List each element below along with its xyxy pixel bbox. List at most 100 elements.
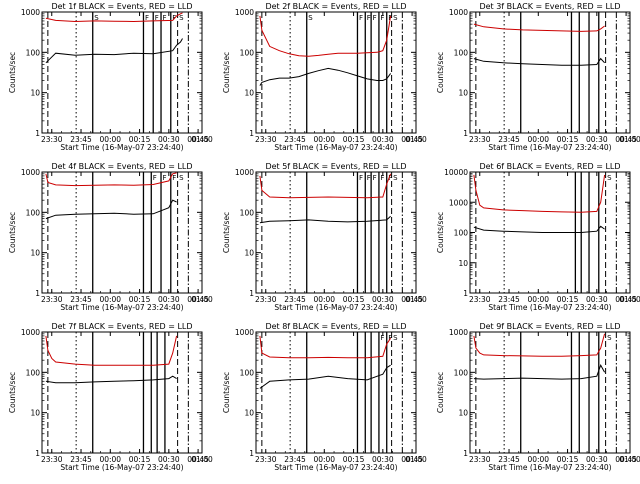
x-tick-label: 01:00 — [619, 135, 640, 144]
x-tick-label: 00:30 — [158, 455, 180, 464]
x-tick-label: 00:15 — [343, 295, 365, 304]
x-axis-title: Start Time (16-May-07 23:24:40) — [488, 143, 611, 152]
y-tick-label: 1 — [249, 449, 254, 458]
y-tick-label: 10 — [458, 259, 468, 268]
y-axis-title: Counts/sec — [222, 212, 231, 253]
x-tick-label: 00:15 — [129, 295, 151, 304]
x-tick-label: 00:30 — [586, 295, 608, 304]
x-tick-label: 00:30 — [372, 135, 394, 144]
x-tick-label: 00:45 — [401, 295, 423, 304]
detector-panel-9: Det 9f BLACK = Events, RED = LLD S 1 10 100 1… — [436, 322, 640, 472]
marker-annotation: F — [373, 14, 377, 22]
marker-annotation: S — [179, 14, 184, 22]
x-tick-label: 00:45 — [615, 135, 637, 144]
x-tick-label: 23:30 — [255, 135, 277, 144]
marker-annotation: F — [155, 14, 159, 22]
y-tick-label: 1000 — [449, 198, 468, 207]
y-tick-label: 100 — [454, 229, 469, 238]
x-tick-label: 23:30 — [469, 455, 491, 464]
y-tick-label: 1000 — [21, 168, 40, 177]
y-tick-label: 100 — [240, 48, 255, 57]
plot-frame — [255, 11, 417, 134]
x-axis-title: Start Time (16-May-07 23:24:40) — [60, 463, 183, 472]
marker-annotation: F — [163, 174, 167, 182]
x-tick-label: 23:30 — [41, 135, 63, 144]
x-tick-label: 00:30 — [158, 135, 180, 144]
x-tick-label: 00:30 — [586, 135, 608, 144]
x-axis-title: Start Time (16-May-07 23:24:40) — [60, 303, 183, 312]
x-tick-label: 23:30 — [255, 295, 277, 304]
y-axis-title: Counts/sec — [436, 52, 445, 93]
x-tick-label: 00:00 — [313, 455, 335, 464]
x-tick-label: 00:00 — [99, 135, 121, 144]
events-series-line — [45, 375, 177, 384]
x-tick-label: 00:15 — [557, 455, 579, 464]
x-tick-label: 00:15 — [557, 295, 579, 304]
y-axis-title: Counts/sec — [8, 52, 17, 93]
x-tick-label: 00:45 — [615, 295, 637, 304]
panel-title: Det 8f BLACK = Events, RED = LLD — [265, 322, 406, 331]
marker-annotation: S — [393, 174, 398, 182]
x-axis-title: Start Time (16-May-07 23:24:40) — [488, 463, 611, 472]
y-tick-label: 10 — [30, 409, 40, 418]
x-tick-label: 00:45 — [187, 295, 209, 304]
y-tick-label: 1 — [463, 129, 468, 138]
marker-annotation: F — [367, 14, 371, 22]
detector-panel-6: Det 6f BLACK = Events, RED = LLD S 1 10 100 1… — [436, 162, 640, 312]
marker-annotation: S — [393, 14, 398, 22]
events-series-line — [259, 364, 391, 389]
y-tick-label: 10 — [244, 249, 254, 258]
marker-annotation: S — [94, 14, 99, 22]
x-tick-label: 23:30 — [41, 295, 63, 304]
plot-frame — [41, 171, 203, 294]
marker-annotation: S — [308, 14, 313, 22]
x-axis-title: Start Time (16-May-07 23:24:40) — [274, 303, 397, 312]
y-tick-label: 10 — [458, 89, 468, 98]
y-axis-title: Counts/sec — [222, 52, 231, 93]
marker-annotation: F — [388, 174, 392, 182]
lld-series-line — [473, 23, 605, 32]
plot-frame — [469, 11, 631, 134]
y-axis-title: Counts/sec — [436, 212, 445, 253]
panel-title: Det 3f BLACK = Events, RED = LLD — [479, 2, 620, 11]
x-tick-label: 01:00 — [405, 295, 427, 304]
lld-series-line — [473, 174, 606, 213]
marker-annotation: F — [367, 174, 371, 182]
y-tick-label: 10000 — [444, 168, 468, 177]
plot-frame — [469, 331, 631, 454]
events-series-line — [473, 225, 605, 233]
lld-series-line — [259, 335, 392, 359]
x-tick-label: 01:00 — [405, 135, 427, 144]
y-axis-title: Counts/sec — [8, 372, 17, 413]
y-tick-label: 1 — [249, 129, 254, 138]
y-tick-label: 1000 — [21, 328, 40, 337]
x-tick-label: 00:30 — [372, 295, 394, 304]
lld-series-line — [45, 172, 177, 187]
y-tick-label: 10 — [244, 89, 254, 98]
y-axis-title: Counts/sec — [436, 372, 445, 413]
y-tick-label: 1 — [35, 289, 40, 298]
x-tick-label: 01:00 — [191, 455, 213, 464]
x-tick-label: 00:00 — [313, 135, 335, 144]
x-tick-label: 23:45 — [284, 455, 306, 464]
detector-panel-7: Det 7f BLACK = Events, RED = LLD 1 10 100 10… — [8, 322, 213, 472]
panel-title: Det 4f BLACK = Events, RED = LLD — [51, 162, 192, 171]
panel-title: Det 7f BLACK = Events, RED = LLD — [51, 322, 192, 331]
x-tick-label: 00:15 — [343, 135, 365, 144]
x-tick-label: 00:45 — [401, 135, 423, 144]
events-series-line — [473, 363, 606, 380]
y-tick-label: 1000 — [235, 328, 254, 337]
y-tick-label: 1000 — [449, 328, 468, 337]
x-tick-label: 00:15 — [129, 135, 151, 144]
events-series-line — [473, 57, 605, 66]
x-tick-label: 23:45 — [70, 135, 92, 144]
y-tick-label: 100 — [454, 48, 469, 57]
y-tick-label: 1 — [35, 129, 40, 138]
panel-title: Det 9f BLACK = Events, RED = LLD — [479, 322, 620, 331]
y-tick-label: 10 — [30, 249, 40, 258]
panel-title: Det 1f BLACK = Events, RED = LLD — [51, 2, 192, 11]
x-tick-label: 00:30 — [586, 455, 608, 464]
